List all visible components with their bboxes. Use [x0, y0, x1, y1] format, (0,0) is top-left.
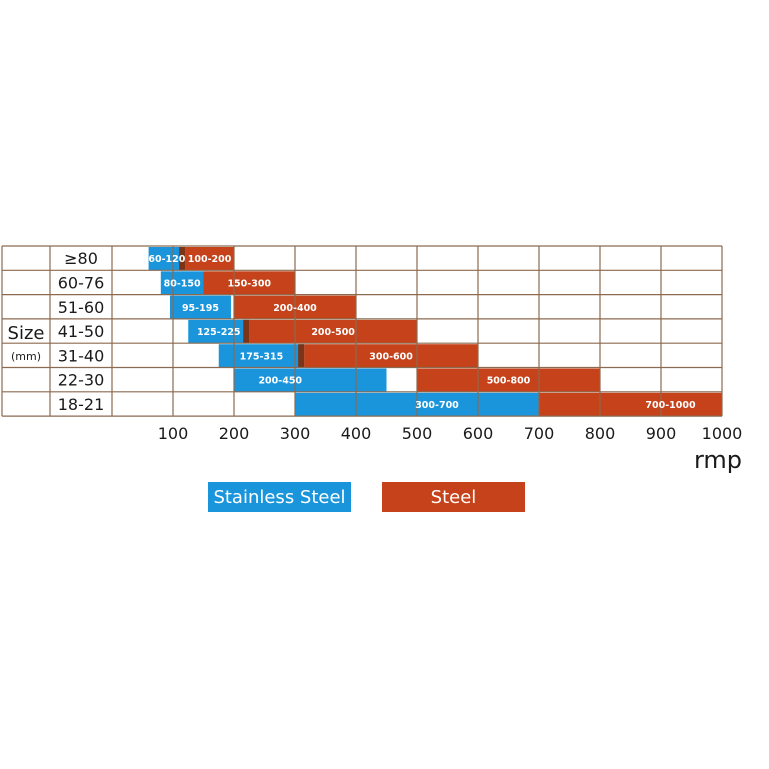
x-tick-label: 300	[280, 424, 311, 443]
x-tick-label: 1000	[702, 424, 743, 443]
stainless-range-label: 80-150	[164, 278, 201, 289]
steel-range-label: 200-400	[273, 303, 317, 314]
y-axis-label: Size	[8, 323, 45, 344]
range-labels: 60-120 100-200 80-150 150-300 95-195 200-400 1…	[148, 254, 696, 411]
stainless-range-label: 125-225	[197, 327, 241, 338]
y-axis-unit: (mm)	[11, 350, 41, 363]
stainless-range-label: 60-120	[148, 254, 185, 265]
size-category-label: 41-50	[58, 322, 105, 341]
size-category-label: 51-60	[58, 298, 105, 317]
stainless-bar	[234, 368, 387, 392]
size-category-label: 18-21	[58, 395, 105, 414]
steel-range-label: 100-200	[188, 254, 232, 265]
size-category-label: ≥80	[64, 249, 98, 268]
x-tick-label: 800	[585, 424, 616, 443]
legend-steel: Steel	[382, 482, 525, 512]
overlap-bar	[298, 344, 305, 368]
steel-range-label: 150-300	[227, 278, 271, 289]
size-category-label: 22-30	[58, 371, 105, 390]
steel-bar	[203, 271, 295, 295]
legend-stainless-steel: Stainless Steel	[208, 482, 351, 512]
x-tick-label: 700	[524, 424, 555, 443]
steel-bar	[185, 247, 234, 271]
stainless-bar	[148, 247, 186, 271]
steel-bar	[304, 344, 478, 368]
overlap-bar	[243, 319, 250, 344]
stainless-bar	[160, 271, 204, 295]
steel-bar	[417, 368, 600, 392]
steel-range-label: 700-1000	[645, 400, 696, 411]
stainless-range-label: 200-450	[258, 376, 302, 387]
x-tick-label: 600	[463, 424, 494, 443]
steel-range-label: 500-800	[487, 376, 531, 387]
stainless-range-label: 95-195	[182, 303, 219, 314]
x-axis-label: rmp	[694, 446, 742, 474]
stainless-bar	[218, 344, 305, 368]
steel-range-label: 300-600	[369, 351, 413, 362]
x-tick-label: 100	[158, 424, 189, 443]
grid-lines	[1, 245, 723, 417]
steel-bar	[249, 319, 417, 344]
stainless-range-label: 175-315	[240, 351, 284, 362]
overlap-bar	[179, 247, 186, 271]
steel-bar	[539, 392, 722, 417]
size-category-label: 31-40	[58, 346, 105, 365]
stainless-range-label: 300-700	[415, 400, 459, 411]
x-tick-label: 400	[341, 424, 372, 443]
x-tick-labels: 100 200 300 400 500 600 700 800 900 1000	[158, 424, 743, 443]
x-tick-label: 500	[402, 424, 433, 443]
x-tick-label: 900	[646, 424, 677, 443]
stainless-bar	[169, 295, 231, 319]
x-tick-label: 200	[219, 424, 250, 443]
steel-range-label: 200-500	[311, 327, 355, 338]
size-category-labels: ≥80 60-76 51-60 41-50 31-40 22-30 18-21	[58, 249, 105, 414]
size-category-label: 60-76	[58, 273, 105, 292]
